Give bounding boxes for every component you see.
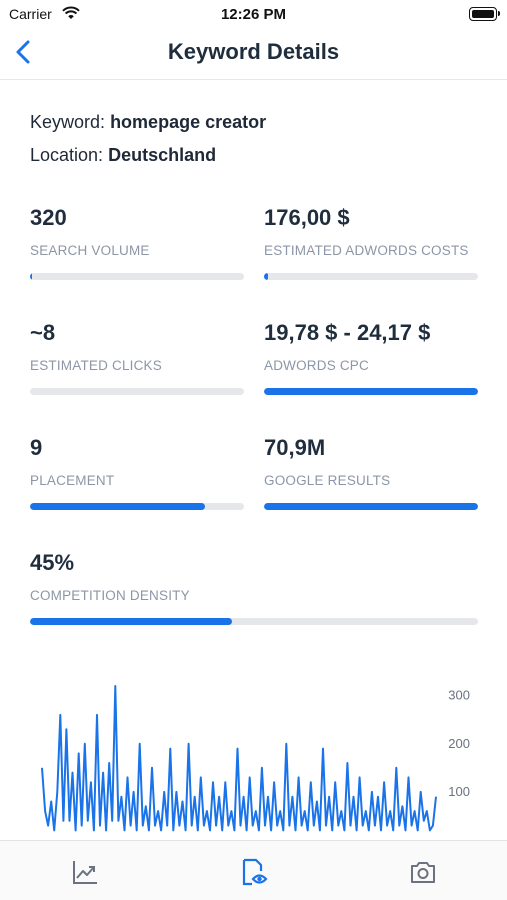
battery-icon — [469, 7, 500, 21]
metric-estimated-adwords-costs: 176,00 $ ESTIMATED ADWORDS COSTS — [264, 205, 478, 280]
metric-value: 45% — [30, 550, 75, 575]
progress-bar — [30, 273, 33, 280]
progress-track — [30, 618, 478, 625]
metric-value: 9 — [30, 435, 43, 460]
chevron-left-icon[interactable] — [10, 38, 38, 66]
metric-google-results: 70,9M GOOGLE RESULTS — [264, 435, 478, 510]
keyword-label: Keyword: — [30, 112, 106, 132]
tab-bar — [0, 840, 507, 900]
progress-bar — [264, 388, 478, 395]
progress-bar — [30, 618, 232, 625]
progress-track — [30, 273, 244, 280]
search-volume-chart: 100 200 300 — [41, 685, 470, 832]
metric-value: 19,78 $ - 24,17 $ — [264, 320, 431, 345]
location-label: Location: — [30, 145, 104, 165]
metric-label: SEARCH VOLUME — [30, 243, 150, 258]
camera-icon[interactable] — [408, 857, 438, 887]
keyword-value: homepage creator — [110, 112, 267, 132]
progress-track — [264, 273, 478, 280]
keyword-row: Keyword: homepage creator — [30, 112, 266, 133]
metric-estimated-clicks: ~8 ESTIMATED CLICKS — [30, 320, 244, 395]
progress-bar — [264, 273, 269, 280]
metric-label: GOOGLE RESULTS — [264, 473, 391, 488]
metric-value: 320 — [30, 205, 67, 230]
series-line — [41, 685, 437, 832]
document-eye-icon[interactable] — [239, 857, 269, 887]
carrier-label: Carrier — [9, 6, 52, 22]
y-tick-label: 300 — [448, 688, 470, 703]
progress-track — [264, 388, 478, 395]
metric-adwords-cpc: 19,78 $ - 24,17 $ ADWORDS CPC — [264, 320, 478, 395]
progress-bar — [30, 503, 206, 510]
metric-label: ADWORDS CPC — [264, 358, 369, 373]
metric-search-volume: 320 SEARCH VOLUME — [30, 205, 244, 280]
metric-value: 70,9M — [264, 435, 326, 460]
navigation-bar: Keyword Details — [0, 28, 507, 80]
status-bar: Carrier 12:26 PM — [0, 0, 507, 28]
progress-track — [264, 503, 478, 510]
progress-track — [30, 388, 244, 395]
metric-placement: 9 PLACEMENT — [30, 435, 244, 510]
page-title: Keyword Details — [167, 39, 340, 64]
wifi-icon — [62, 6, 80, 19]
metric-label: PLACEMENT — [30, 473, 115, 488]
metric-value: ~8 — [30, 320, 56, 345]
y-tick-label: 200 — [448, 736, 470, 751]
progress-track — [30, 503, 244, 510]
y-tick-label: 100 — [448, 784, 470, 799]
status-time: 12:26 PM — [220, 6, 287, 23]
metric-label: COMPETITION DENSITY — [30, 588, 190, 603]
metric-label: ESTIMATED CLICKS — [30, 358, 162, 373]
progress-bar — [264, 503, 478, 510]
metric-value: 176,00 $ — [264, 205, 350, 230]
metric-label: ESTIMATED ADWORDS COSTS — [264, 243, 469, 258]
location-value: Deutschland — [108, 145, 217, 165]
location-row: Location: Deutschland — [30, 145, 216, 166]
trend-chart-icon[interactable] — [70, 857, 100, 887]
metric-competition-density: 45% COMPETITION DENSITY — [30, 550, 478, 625]
